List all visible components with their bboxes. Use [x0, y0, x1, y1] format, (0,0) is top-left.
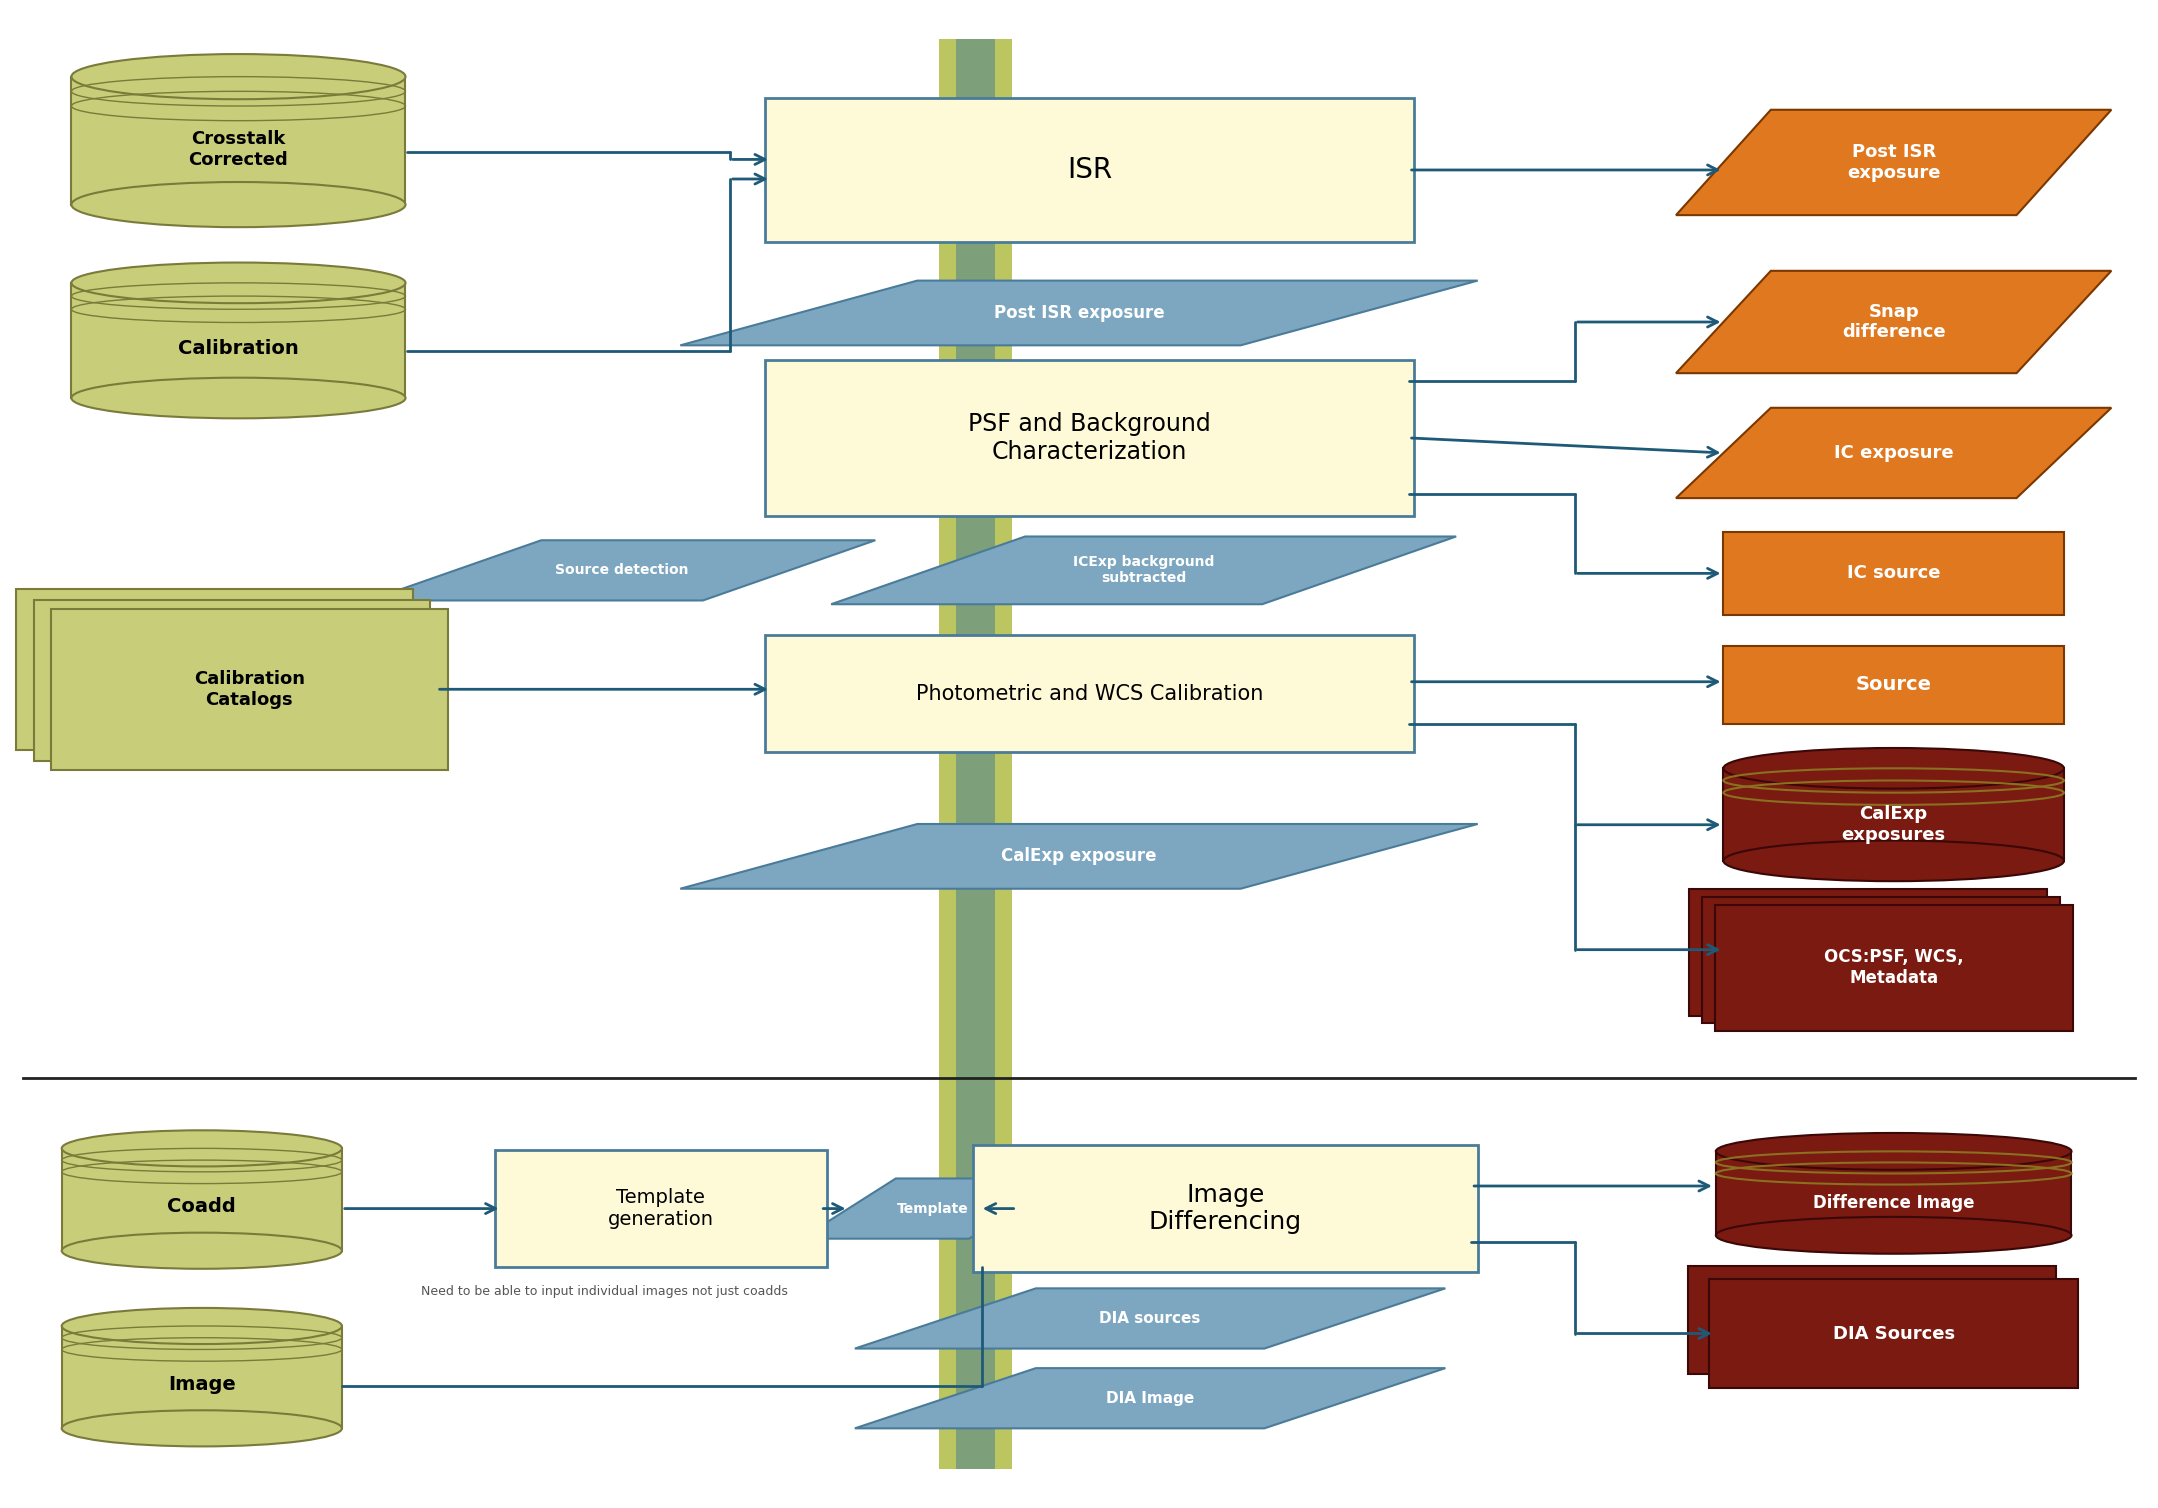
FancyBboxPatch shape: [35, 600, 429, 760]
FancyBboxPatch shape: [1688, 1265, 2057, 1374]
FancyBboxPatch shape: [1690, 890, 2046, 1016]
Text: Coadd: Coadd: [168, 1197, 235, 1217]
Ellipse shape: [1716, 1133, 2072, 1170]
Text: Difference Image: Difference Image: [1813, 1193, 1975, 1211]
Text: Image: Image: [168, 1375, 235, 1393]
Polygon shape: [1724, 645, 2063, 724]
Text: Post ISR
exposure: Post ISR exposure: [1847, 143, 1940, 182]
Ellipse shape: [1724, 840, 2063, 881]
Polygon shape: [855, 1288, 1446, 1348]
Text: Need to be able to input individual images not just coadds: Need to be able to input individual imag…: [421, 1285, 788, 1298]
Polygon shape: [680, 280, 1478, 345]
FancyBboxPatch shape: [17, 590, 412, 751]
Polygon shape: [1724, 532, 2063, 615]
Text: Calibration: Calibration: [179, 339, 298, 357]
Polygon shape: [855, 1368, 1446, 1428]
Text: Crosstalk
Corrected: Crosstalk Corrected: [188, 130, 289, 169]
Polygon shape: [63, 1326, 341, 1428]
Ellipse shape: [71, 262, 406, 303]
Polygon shape: [1677, 407, 2111, 498]
FancyBboxPatch shape: [766, 98, 1413, 243]
Text: IC exposure: IC exposure: [1834, 443, 1953, 461]
Ellipse shape: [63, 1307, 341, 1344]
FancyBboxPatch shape: [766, 635, 1413, 752]
Text: Image
Differencing: Image Differencing: [1148, 1182, 1301, 1235]
Text: DIA Sources: DIA Sources: [1832, 1324, 1955, 1342]
Text: PSF and Background
Characterization: PSF and Background Characterization: [969, 412, 1211, 464]
FancyBboxPatch shape: [939, 39, 1012, 1469]
Ellipse shape: [1724, 748, 2063, 789]
Polygon shape: [831, 537, 1457, 605]
Text: ISR: ISR: [1068, 155, 1111, 184]
Ellipse shape: [71, 182, 406, 228]
Ellipse shape: [63, 1410, 341, 1446]
Text: CalExp
exposures: CalExp exposures: [1841, 805, 1947, 844]
Ellipse shape: [71, 377, 406, 418]
Text: Source detection: Source detection: [555, 564, 688, 578]
Ellipse shape: [63, 1131, 341, 1166]
Polygon shape: [1677, 271, 2111, 372]
FancyBboxPatch shape: [973, 1146, 1478, 1271]
Polygon shape: [1724, 768, 2063, 861]
FancyBboxPatch shape: [1716, 905, 2072, 1031]
Text: ICExp background
subtracted: ICExp background subtracted: [1073, 555, 1215, 585]
Text: Template
generation: Template generation: [609, 1188, 714, 1229]
Text: Source: Source: [1856, 676, 1931, 694]
Polygon shape: [801, 1178, 1064, 1238]
Text: Snap
difference: Snap difference: [1843, 303, 1947, 341]
Polygon shape: [369, 540, 876, 600]
Text: IC source: IC source: [1847, 564, 1940, 582]
Text: OCS:PSF, WCS,
Metadata: OCS:PSF, WCS, Metadata: [1824, 949, 1964, 988]
FancyBboxPatch shape: [956, 39, 995, 1469]
Text: DIA sources: DIA sources: [1098, 1310, 1200, 1326]
Polygon shape: [1716, 1152, 2072, 1235]
Text: Template: Template: [896, 1202, 969, 1215]
Polygon shape: [680, 823, 1478, 888]
Text: CalExp exposure: CalExp exposure: [1001, 847, 1157, 866]
Ellipse shape: [71, 54, 406, 100]
Polygon shape: [63, 1149, 341, 1250]
Polygon shape: [1677, 110, 2111, 216]
Text: Calibration
Catalogs: Calibration Catalogs: [194, 670, 304, 709]
Text: DIA Image: DIA Image: [1107, 1390, 1193, 1405]
Polygon shape: [71, 77, 406, 205]
Ellipse shape: [1716, 1217, 2072, 1253]
Text: Photometric and WCS Calibration: Photometric and WCS Calibration: [917, 683, 1262, 704]
FancyBboxPatch shape: [52, 609, 447, 769]
Polygon shape: [71, 284, 406, 398]
Text: Post ISR exposure: Post ISR exposure: [993, 305, 1165, 323]
FancyBboxPatch shape: [1709, 1279, 2078, 1387]
Ellipse shape: [63, 1232, 341, 1268]
FancyBboxPatch shape: [1703, 897, 2059, 1024]
FancyBboxPatch shape: [766, 359, 1413, 516]
FancyBboxPatch shape: [494, 1151, 827, 1267]
